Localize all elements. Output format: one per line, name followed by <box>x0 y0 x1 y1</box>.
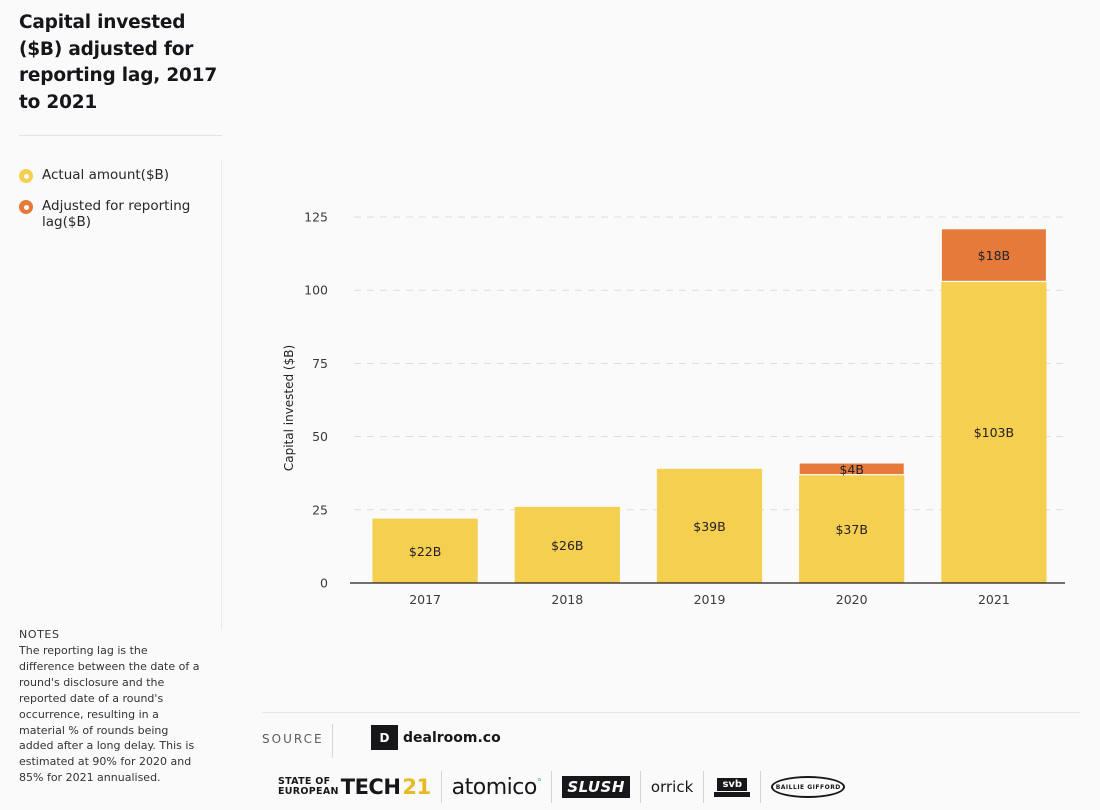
svb-logo[interactable]: svb <box>714 777 751 797</box>
svb-subbar <box>714 791 751 797</box>
source-divider <box>332 724 333 758</box>
title-divider <box>19 135 222 136</box>
partner-separator <box>760 771 762 803</box>
legend-label-adjusted: Adjusted for reporting lag($B) <box>42 198 191 230</box>
notes-heading: NOTES <box>19 628 60 641</box>
y-tick-label: 100 <box>304 283 328 298</box>
dealroom-name: dealroom.co <box>403 729 501 746</box>
dealroom-logo[interactable]: D dealroom.co <box>371 725 501 750</box>
notes: NOTES The reporting lag is the differenc… <box>19 628 201 786</box>
bar-adjusted-2020 <box>798 462 905 476</box>
y-tick-label: 25 <box>312 502 328 517</box>
data-label: $103B <box>974 425 1014 440</box>
data-label: $18B <box>978 248 1010 263</box>
bar-adjusted-2021 <box>940 228 1048 283</box>
x-tick-label: 2019 <box>694 592 726 607</box>
legend-dot-actual-icon <box>19 169 33 183</box>
svb-text: svb <box>717 777 748 791</box>
x-tick-label: 2020 <box>836 592 868 607</box>
legend-item-actual[interactable]: Actual amount($B) <box>19 167 214 183</box>
legend-dot-adjusted-icon <box>19 200 33 214</box>
atomico-text: atomico <box>451 774 538 800</box>
partner-separator <box>639 771 641 803</box>
sot-tech: TECH <box>340 775 401 799</box>
data-label: $4B <box>839 462 863 477</box>
partner-separator <box>703 771 705 803</box>
sidebar-divider <box>221 160 222 630</box>
bar-actual-2021 <box>941 281 1047 583</box>
sot-line2: EUROPEAN <box>278 786 339 797</box>
legend-item-adjusted[interactable]: Adjusted for reporting lag($B) <box>19 198 214 230</box>
footer-divider <box>262 712 1080 713</box>
bar-chart: 0 25 50 75 100 125 Capital invested ($B) $22B 20… <box>282 210 1065 607</box>
partner-separator <box>440 771 442 803</box>
y-tick-label: 75 <box>312 356 328 371</box>
source-label: SOURCE <box>262 732 324 746</box>
y-axis-label: Capital invested ($B) <box>282 345 296 471</box>
partner-separator <box>551 771 553 803</box>
orrick-logo[interactable]: orrick <box>650 778 694 796</box>
y-tick-label: 125 <box>304 210 328 225</box>
bar-actual-2017 <box>372 518 478 583</box>
data-label: $22B <box>409 544 441 559</box>
sot-line1: STATE OF <box>278 776 331 787</box>
bar-actual-2018 <box>514 506 620 583</box>
sot-num: 21 <box>402 775 431 799</box>
data-label: $26B <box>551 538 583 553</box>
y-tick-label: 50 <box>312 429 328 444</box>
notes-body: The reporting lag is the difference betw… <box>19 644 200 785</box>
legend-label-actual: Actual amount($B) <box>42 167 170 183</box>
bar-actual-2019 <box>656 468 763 583</box>
dealroom-mark-icon: D <box>371 725 398 750</box>
x-tick-label: 2017 <box>409 592 441 607</box>
sidebar: Capital invested ($B) adjusted for repor… <box>0 0 222 810</box>
data-label: $37B <box>835 522 867 537</box>
x-tick-label: 2018 <box>551 592 583 607</box>
partner-logos: STATE OF EUROPEAN TECH 21 atomico° SLUSH… <box>278 770 1078 804</box>
baillie-gifford-logo[interactable]: BAILLIE GIFFORD <box>771 776 846 798</box>
bar-actual-2020 <box>799 474 905 583</box>
slush-logo[interactable]: SLUSH <box>562 776 630 798</box>
y-tick-label: 0 <box>320 576 328 591</box>
atomico-logo[interactable]: atomico° <box>452 775 542 800</box>
legend: Actual amount($B) Adjusted for reporting… <box>19 167 214 245</box>
atomico-dot-icon: ° <box>536 777 542 789</box>
data-label: $39B <box>693 519 725 534</box>
state-of-european-tech-logo[interactable]: STATE OF EUROPEAN TECH 21 <box>278 775 431 799</box>
x-tick-label: 2021 <box>978 592 1010 607</box>
chart-title: Capital invested ($B) adjusted for repor… <box>19 12 218 113</box>
